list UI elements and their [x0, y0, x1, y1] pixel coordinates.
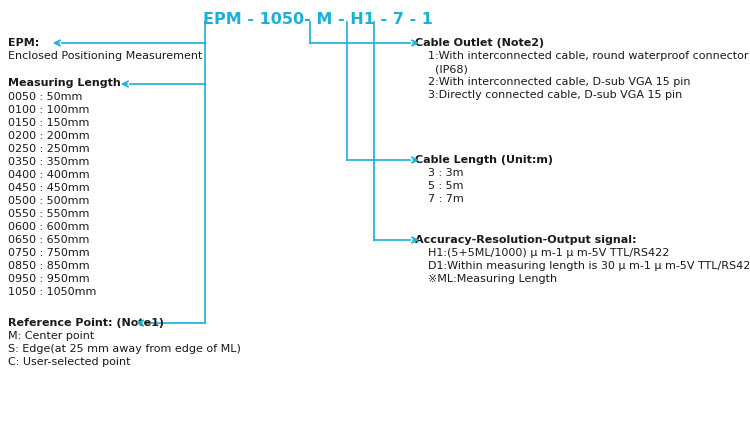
Text: 0500 : 500mm: 0500 : 500mm: [8, 196, 89, 206]
Text: 0400 : 400mm: 0400 : 400mm: [8, 170, 90, 180]
Text: 0850 : 850mm: 0850 : 850mm: [8, 261, 90, 271]
Text: M: Center point: M: Center point: [8, 331, 94, 341]
Text: 0600 : 600mm: 0600 : 600mm: [8, 222, 89, 232]
Text: Cable Outlet (Note2): Cable Outlet (Note2): [415, 38, 544, 48]
Text: 1050 : 1050mm: 1050 : 1050mm: [8, 287, 96, 297]
Text: 1:With interconnected cable, round waterproof connector: 1:With interconnected cable, round water…: [428, 51, 748, 61]
Text: 0150 : 150mm: 0150 : 150mm: [8, 118, 89, 128]
Text: 0250 : 250mm: 0250 : 250mm: [8, 144, 90, 154]
Text: Reference Point: (Note1): Reference Point: (Note1): [8, 318, 164, 328]
Text: 0550 : 550mm: 0550 : 550mm: [8, 209, 89, 219]
Text: Accuracy-Resolution-Output signal:: Accuracy-Resolution-Output signal:: [415, 235, 637, 245]
Text: 0050 : 50mm: 0050 : 50mm: [8, 92, 82, 102]
Text: 0100 : 100mm: 0100 : 100mm: [8, 105, 89, 115]
Text: 5 : 5m: 5 : 5m: [428, 181, 464, 191]
Text: H1:(5+5ML/1000) μ m-1 μ m-5V TTL/RS422: H1:(5+5ML/1000) μ m-1 μ m-5V TTL/RS422: [428, 248, 669, 258]
Text: S: Edge(at 25 mm away from edge of ML): S: Edge(at 25 mm away from edge of ML): [8, 344, 241, 354]
Text: 3 : 3m: 3 : 3m: [428, 168, 464, 178]
Text: D1:Within measuring length is 30 μ m-1 μ m-5V TTL/RS422: D1:Within measuring length is 30 μ m-1 μ…: [428, 261, 750, 271]
Text: 0950 : 950mm: 0950 : 950mm: [8, 274, 90, 284]
Text: 0450 : 450mm: 0450 : 450mm: [8, 183, 90, 193]
Text: 3:Directly connected cable, D-sub VGA 15 pin: 3:Directly connected cable, D-sub VGA 15…: [428, 90, 682, 100]
Text: 0650 : 650mm: 0650 : 650mm: [8, 235, 89, 245]
Text: (IP68): (IP68): [428, 64, 468, 74]
Text: ※ML:Measuring Length: ※ML:Measuring Length: [428, 274, 557, 284]
Text: Enclosed Positioning Measurement: Enclosed Positioning Measurement: [8, 51, 202, 61]
Text: EPM - 1050- M - H1 - 7 - 1: EPM - 1050- M - H1 - 7 - 1: [203, 12, 433, 27]
Text: 0750 : 750mm: 0750 : 750mm: [8, 248, 90, 258]
Text: Cable Length (Unit:m): Cable Length (Unit:m): [415, 155, 553, 165]
Text: C: User-selected point: C: User-selected point: [8, 357, 130, 367]
Text: 7 : 7m: 7 : 7m: [428, 194, 464, 204]
Text: 2:With interconnected cable, D-sub VGA 15 pin: 2:With interconnected cable, D-sub VGA 1…: [428, 77, 691, 87]
Text: 0350 : 350mm: 0350 : 350mm: [8, 157, 89, 167]
Text: 0200 : 200mm: 0200 : 200mm: [8, 131, 90, 141]
Text: EPM:: EPM:: [8, 38, 39, 48]
Text: Measuring Length: Measuring Length: [8, 78, 121, 88]
